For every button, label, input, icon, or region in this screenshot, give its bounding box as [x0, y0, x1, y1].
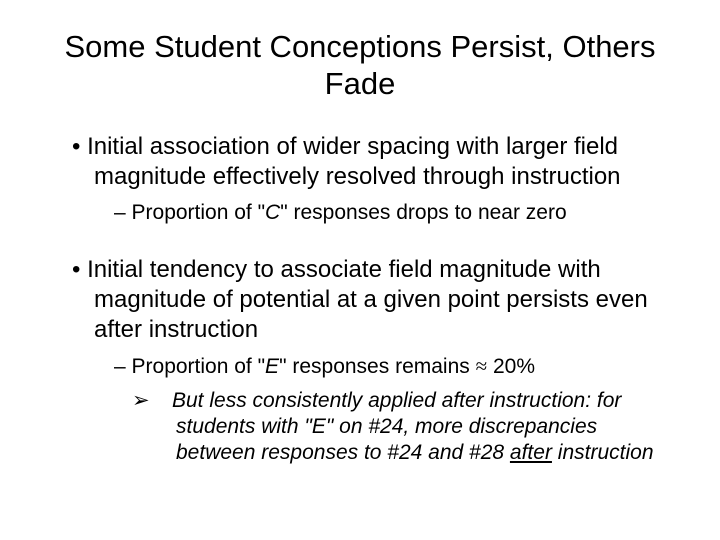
bullet-1-sub-1-pre: Proportion of " [132, 201, 266, 224]
bullet-2-sub-2-post: instruction [552, 441, 654, 464]
bullet-1-sub-1-post: " responses drops to near zero [280, 201, 566, 224]
bullet-1: Initial association of wider spacing wit… [50, 132, 670, 192]
slide-container: Some Student Conceptions Persist, Others… [0, 0, 720, 540]
spacer [50, 235, 670, 255]
bullet-2: Initial tendency to associate field magn… [50, 255, 670, 345]
bullet-1-text: Initial association of wider spacing wit… [87, 133, 620, 190]
bullet-2-text: Initial tendency to associate field magn… [87, 256, 648, 343]
bullet-2-sub-2: ➢But less consistently applied after ins… [50, 388, 670, 467]
bullet-2-sub-1-post: " responses remains [279, 355, 476, 378]
bullet-2-sub-1-italic: E [265, 355, 279, 378]
bullet-1-sub-1-italic: C [265, 201, 280, 224]
bullet-2-sub-1-tail: 20% [487, 355, 535, 378]
bullet-2-sub-1: Proportion of "E" responses remains ≈ 20… [50, 353, 670, 380]
bullet-2-sub-2-underline: after [510, 441, 552, 464]
approx-symbol: ≈ [476, 354, 488, 378]
bullet-2-sub-1-pre: Proportion of " [132, 355, 266, 378]
arrow-icon: ➢ [154, 388, 172, 414]
bullet-1-sub-1: Proportion of "C" responses drops to nea… [50, 200, 670, 226]
slide-title: Some Student Conceptions Persist, Others… [50, 28, 670, 102]
